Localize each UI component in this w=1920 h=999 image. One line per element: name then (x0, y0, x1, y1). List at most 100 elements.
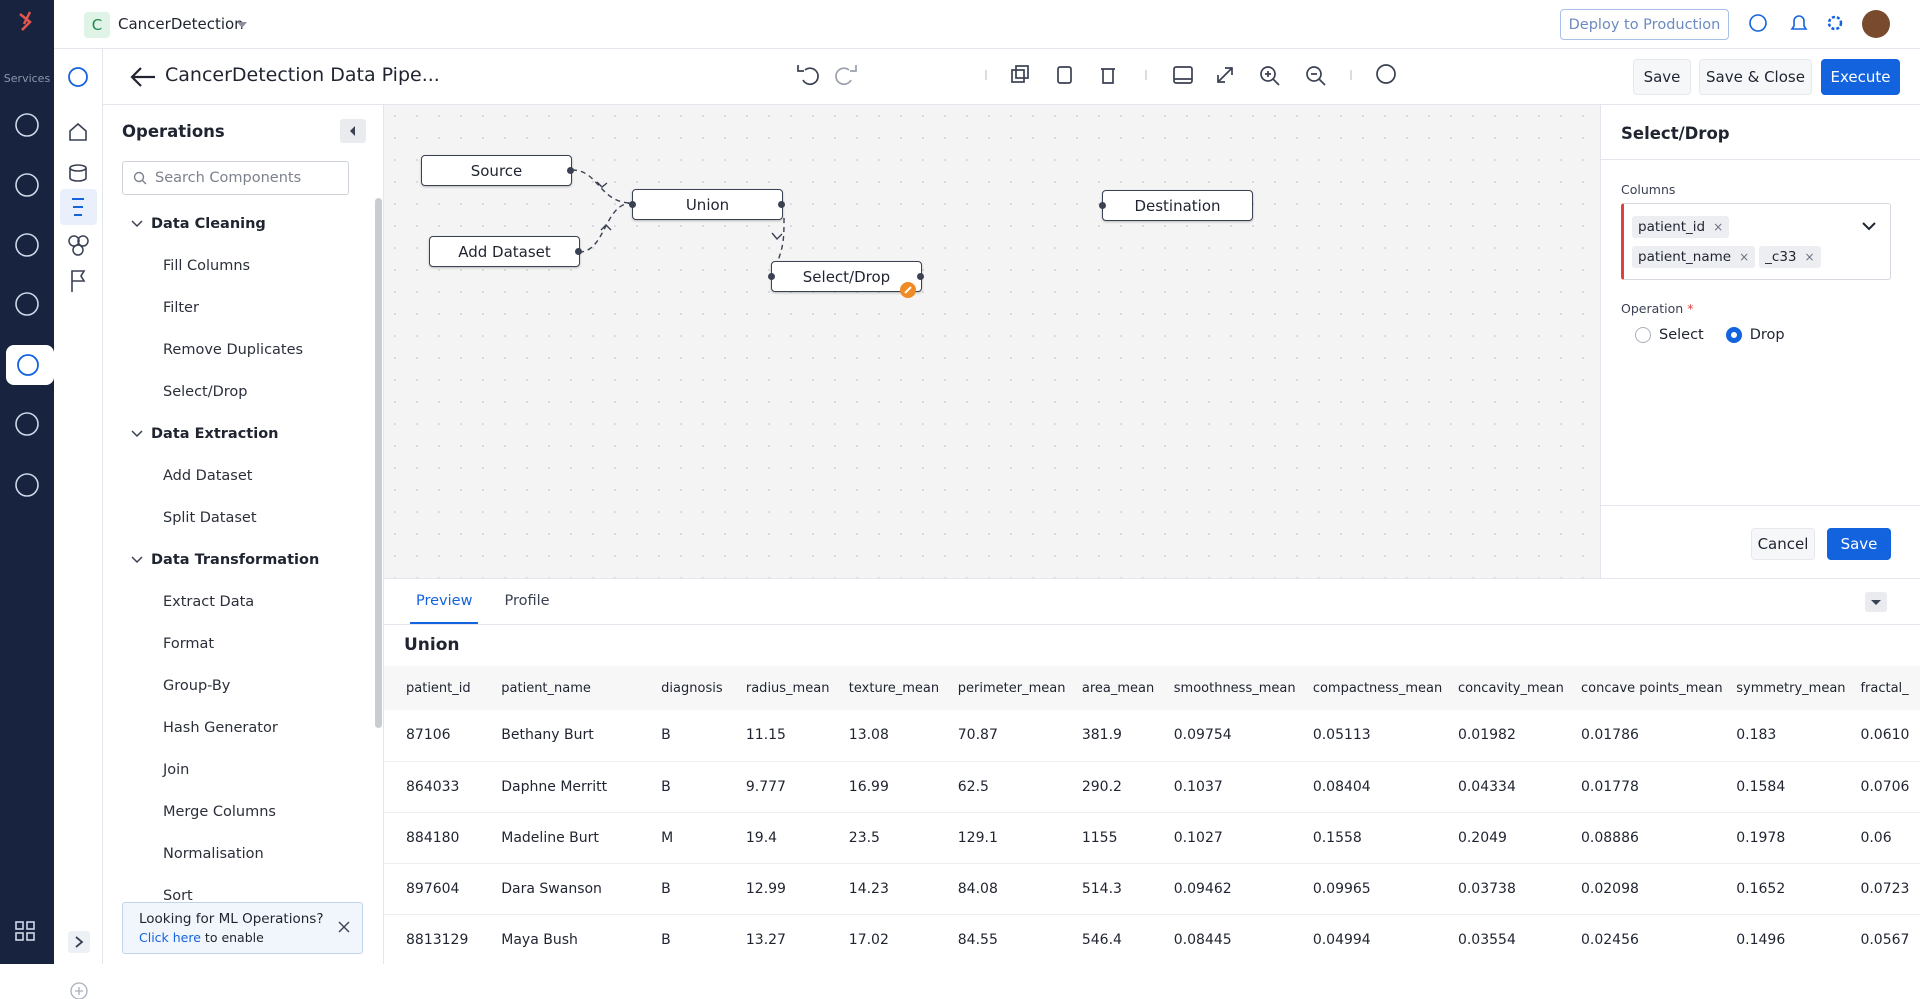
banner-link[interactable]: Click here (139, 930, 201, 945)
table-cell: 84.08 (957, 863, 1082, 915)
table-cell: 0.01778 (1581, 761, 1737, 813)
collapse-preview[interactable] (1865, 592, 1887, 612)
banner-text: Looking for ML Operations? (139, 911, 324, 927)
operation-radio[interactable]: Drop (1725, 327, 1785, 343)
deploy-button[interactable]: Deploy to Production (1560, 9, 1729, 40)
column-header[interactable]: patient_name (501, 666, 662, 710)
table-cell: 16.99 (848, 761, 958, 813)
column-header[interactable]: fractal_ (1860, 666, 1920, 710)
pipeline-canvas: Source Add Dataset Union Select/Drop Destina… (384, 105, 1600, 578)
pipeline-node[interactable]: Destination (1099, 190, 1253, 221)
group-caret[interactable] (131, 430, 143, 438)
table-cell: 0.09462 (1173, 863, 1313, 915)
table-cell: 0.2049 (1457, 812, 1581, 864)
table-row: 87106 Bethany Burt B 11.15 13.08 70.87 381.9 0.… (384, 710, 1920, 762)
table-cell: 19.4 (745, 812, 849, 864)
execute-button[interactable]: Execute (1821, 59, 1900, 95)
table-cell: 0.09965 (1312, 863, 1458, 915)
column-header[interactable]: concave points_mean (1581, 666, 1737, 710)
project-name[interactable]: CancerDetection (118, 15, 244, 33)
operation-group[interactable]: Data Cleaning (103, 203, 373, 245)
table-cell: Maya Bush (501, 914, 662, 964)
column-header[interactable]: radius_mean (745, 666, 849, 710)
group-caret[interactable] (131, 556, 143, 564)
table-row: 897604 Dara Swanson B 12.99 14.23 84.08 514.3 0… (384, 863, 1920, 915)
table-cell: Bethany Burt (501, 710, 662, 762)
column-header[interactable]: perimeter_mean (957, 666, 1082, 710)
column-header[interactable]: diagnosis (661, 666, 746, 710)
operation-item[interactable]: Fill Columns (163, 258, 251, 274)
preview-tab[interactable]: Preview (410, 579, 479, 624)
banner-close[interactable] (338, 921, 350, 933)
operation-item[interactable]: Select/Drop (163, 384, 248, 400)
column-header[interactable]: patient_id (384, 666, 502, 710)
pipeline-node[interactable]: Select/Drop (768, 261, 924, 292)
operation-item[interactable]: Extract Data (163, 594, 255, 610)
search-input[interactable]: Search Components (122, 161, 349, 195)
column-header[interactable]: smoothness_mean (1173, 666, 1313, 710)
operation-item[interactable]: Normalisation (163, 846, 264, 862)
columns-select[interactable]: patient_id × patient_name × _c33 × (1621, 203, 1891, 280)
table-cell: 0.1652 (1736, 863, 1861, 915)
group-caret[interactable] (131, 220, 143, 228)
table-cell: 0.09754 (1173, 710, 1313, 762)
operation-item[interactable]: Add Dataset (163, 468, 253, 484)
operation-item[interactable]: Format (163, 636, 215, 652)
preview-tab[interactable]: Profile (504, 593, 550, 609)
node-edit-badge[interactable] (899, 281, 917, 299)
tag-remove[interactable]: × (1804, 250, 1815, 264)
divider (1601, 159, 1920, 160)
table-cell: 0.03554 (1457, 914, 1581, 964)
operation-radio[interactable]: Select (1635, 327, 1704, 343)
column-header[interactable]: texture_mean (848, 666, 958, 710)
table-cell: 129.1 (957, 812, 1082, 864)
services-label: Services (4, 72, 51, 85)
radio-circle[interactable] (1635, 327, 1651, 343)
table-cell: 0.1584 (1736, 761, 1861, 813)
table-cell: B (661, 761, 746, 813)
tag-text: patient_name (1638, 249, 1732, 265)
table-cell: 546.4 (1081, 914, 1174, 964)
operation-item[interactable]: Sort (163, 888, 193, 904)
tag-remove[interactable]: × (1739, 250, 1750, 264)
tag-text: _c33 (1765, 249, 1797, 265)
panel-save-button[interactable]: Save (1827, 528, 1891, 560)
back-arrow[interactable] (129, 65, 157, 89)
module-icons (54, 49, 103, 999)
table-cell: 381.9 (1081, 710, 1174, 762)
scrollbar (375, 198, 382, 728)
pipeline-node[interactable]: Union (629, 189, 785, 220)
operation-item[interactable]: Merge Columns (163, 804, 276, 820)
table-cell: 0.0567 (1860, 914, 1920, 964)
operation-item[interactable]: Filter (163, 300, 199, 316)
pipeline-node[interactable]: Add Dataset (429, 236, 582, 267)
operation-item[interactable]: Join (163, 762, 190, 778)
node-port (917, 273, 924, 280)
operation-item[interactable]: Group-By (163, 678, 231, 694)
tag-remove[interactable]: × (1713, 220, 1724, 234)
node-port (1099, 202, 1106, 209)
radio-label: Drop (1749, 327, 1785, 343)
save-button[interactable]: Save (1633, 59, 1691, 95)
operation-group[interactable]: Data Transformation (103, 539, 373, 581)
column-header[interactable]: concavity_mean (1457, 666, 1581, 710)
column-header[interactable]: compactness_mean (1312, 666, 1458, 710)
operation-item[interactable]: Remove Duplicates (163, 342, 304, 358)
cancel-button[interactable]: Cancel (1751, 528, 1815, 560)
table-cell: 0.08445 (1173, 914, 1313, 964)
pipeline-node[interactable]: Source (421, 155, 574, 186)
select-caret[interactable] (1861, 221, 1877, 233)
column-header[interactable]: symmetry_mean (1736, 666, 1861, 710)
operation-item[interactable]: Split Dataset (163, 510, 257, 526)
table-cell: 514.3 (1081, 863, 1174, 915)
collapse-panel[interactable] (340, 119, 366, 143)
column-tag: patient_name × (1632, 246, 1756, 268)
project-caret[interactable] (236, 20, 248, 30)
radio-circle[interactable] (1725, 327, 1742, 343)
column-header[interactable]: area_mean (1081, 666, 1174, 710)
table-cell: 0.0610 (1860, 710, 1920, 762)
save-close-button[interactable]: Save & Close (1699, 59, 1812, 95)
operation-group[interactable]: Data Extraction (103, 413, 373, 455)
operation-item[interactable]: Hash Generator (163, 720, 278, 736)
table-cell: 0.06 (1860, 812, 1920, 864)
